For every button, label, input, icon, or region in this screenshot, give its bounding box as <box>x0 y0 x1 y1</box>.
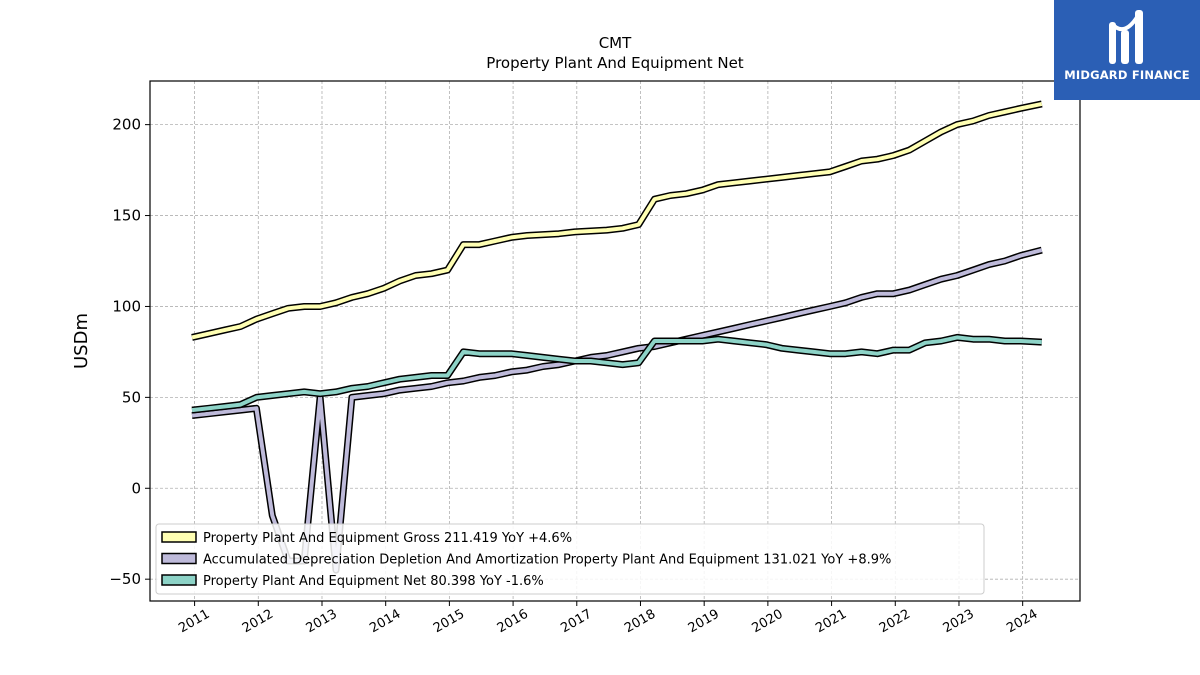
brand-name: MIDGARD FINANCE <box>1064 68 1190 82</box>
series-line-0 <box>191 101 1043 340</box>
x-tick-label: 2023 <box>941 607 977 637</box>
x-tick-label: 2022 <box>877 607 913 637</box>
legend-label-2: Property Plant And Equipment Net 80.398 … <box>203 574 544 589</box>
x-tick-label: 2011 <box>176 607 212 637</box>
y-tick-label: 200 <box>112 116 141 134</box>
y-tick-label: 100 <box>112 297 141 315</box>
series-layer <box>191 100 1043 574</box>
legend-label-0: Property Plant And Equipment Gross 211.4… <box>203 531 572 546</box>
x-tick-label: 2021 <box>813 607 849 637</box>
legend: Property Plant And Equipment Gross 211.4… <box>155 523 985 595</box>
x-tick-label: 2024 <box>1004 607 1040 637</box>
y-tick-label: 150 <box>112 207 141 225</box>
y-axis-label: USDm <box>71 313 92 369</box>
x-tick-label: 2014 <box>367 607 403 637</box>
series-line-1 <box>191 248 1043 573</box>
x-tick-label: 2018 <box>622 607 658 637</box>
legend-label-1: Accumulated Depreciation Depletion And A… <box>203 553 891 568</box>
chart-subtitle: Property Plant And Equipment Net <box>486 54 743 72</box>
y-tick-label: 50 <box>122 388 141 406</box>
legend-swatch-1 <box>161 552 197 565</box>
x-tick-label: 2020 <box>750 607 786 637</box>
legend-swatch-0 <box>161 531 197 543</box>
y-tick-label: −50 <box>109 570 141 588</box>
chart-title: CMT <box>599 34 632 52</box>
x-tick-label: 2012 <box>240 607 276 637</box>
x-tick-label: 2017 <box>558 607 594 637</box>
x-tick-label: 2019 <box>686 607 722 637</box>
y-tick-label: 0 <box>131 479 141 497</box>
brand-mark-icon <box>1109 10 1143 64</box>
x-tick-label: 2016 <box>495 607 531 637</box>
x-tick-label: 2015 <box>431 607 467 637</box>
legend-box <box>155 523 985 595</box>
series-line-2 <box>191 335 1042 413</box>
legend-swatch-2 <box>161 574 197 586</box>
series-outline-0 <box>191 100 1043 341</box>
brand-logo: MIDGARD FINANCE <box>1054 0 1200 100</box>
plot-frame <box>149 80 1081 602</box>
x-tick-label: 2013 <box>304 607 340 637</box>
